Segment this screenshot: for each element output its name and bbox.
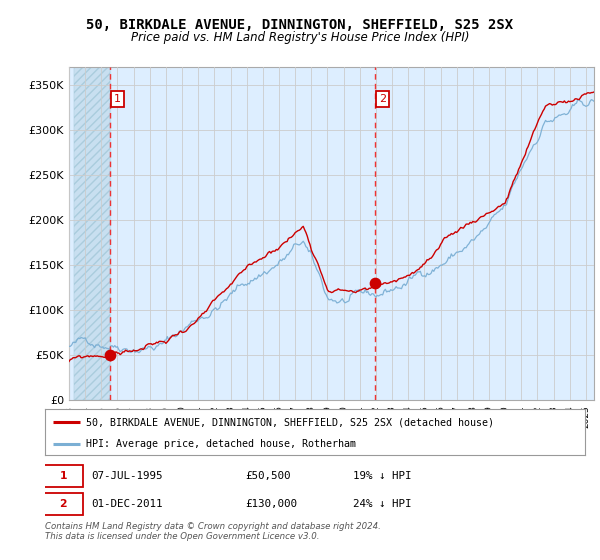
Text: 2: 2 bbox=[59, 500, 67, 509]
Text: £50,500: £50,500 bbox=[245, 472, 290, 481]
Text: £130,000: £130,000 bbox=[245, 500, 297, 509]
Text: 07-JUL-1995: 07-JUL-1995 bbox=[91, 472, 163, 481]
Text: Contains HM Land Registry data © Crown copyright and database right 2024.
This d: Contains HM Land Registry data © Crown c… bbox=[45, 522, 381, 542]
Text: 24% ↓ HPI: 24% ↓ HPI bbox=[353, 500, 412, 509]
Bar bbox=[74, 67, 110, 400]
Text: HPI: Average price, detached house, Rotherham: HPI: Average price, detached house, Roth… bbox=[86, 439, 355, 449]
Text: 1: 1 bbox=[114, 94, 121, 104]
Point bbox=[105, 351, 115, 360]
FancyBboxPatch shape bbox=[44, 493, 83, 515]
Text: 2: 2 bbox=[379, 94, 386, 104]
Bar bbox=[74, 67, 110, 400]
FancyBboxPatch shape bbox=[44, 465, 83, 487]
Text: 50, BIRKDALE AVENUE, DINNINGTON, SHEFFIELD, S25 2SX: 50, BIRKDALE AVENUE, DINNINGTON, SHEFFIE… bbox=[86, 18, 514, 32]
Text: 50, BIRKDALE AVENUE, DINNINGTON, SHEFFIELD, S25 2SX (detached house): 50, BIRKDALE AVENUE, DINNINGTON, SHEFFIE… bbox=[86, 417, 493, 427]
Text: 01-DEC-2011: 01-DEC-2011 bbox=[91, 500, 163, 509]
Text: 19% ↓ HPI: 19% ↓ HPI bbox=[353, 472, 412, 481]
Point bbox=[370, 279, 379, 288]
Text: Price paid vs. HM Land Registry's House Price Index (HPI): Price paid vs. HM Land Registry's House … bbox=[131, 31, 469, 44]
Text: 1: 1 bbox=[59, 472, 67, 481]
